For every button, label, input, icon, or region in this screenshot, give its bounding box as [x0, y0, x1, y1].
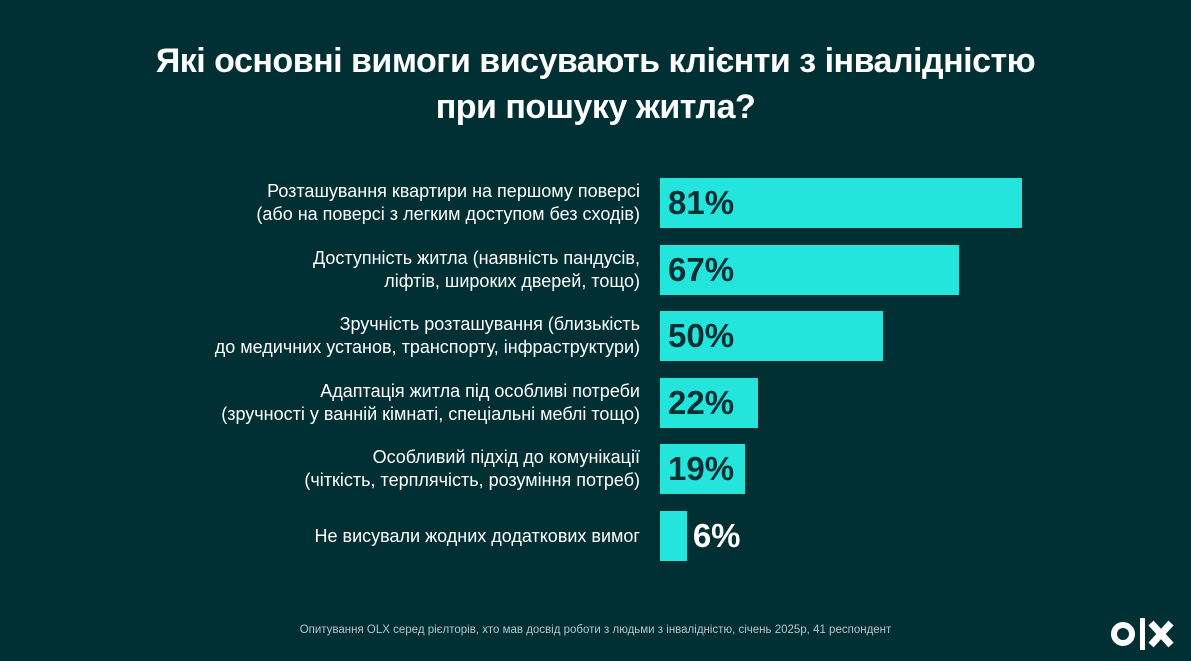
category-label: Особливий підхід до комунікації (чіткість…	[80, 446, 640, 492]
category-label: Зручність розташування (близькість до мед…	[80, 313, 640, 359]
title-line-1: Які основні вимоги висувають клієнти з і…	[155, 42, 1036, 80]
category-label: Адаптація житла під особливі потреби (зру…	[80, 380, 640, 426]
category-label-line: Зручність розташування (близькість	[339, 314, 640, 335]
category-label: Не висували жодних додаткових вимог	[80, 525, 640, 548]
footer-source-note: Опитування OLX серед рієлторів, хто мав …	[299, 624, 892, 636]
category-label-line: ліфтів, широких дверей, тощо)	[384, 270, 640, 291]
bar	[660, 178, 1022, 228]
category-label-line: Особливий підхід до комунікації	[372, 447, 640, 468]
bar	[660, 444, 745, 495]
data-label: 19%	[668, 450, 735, 488]
category-label-line: Доступність житла (наявність пандусів,	[313, 247, 640, 268]
category-label: Розташування квартири на першому поверсі…	[80, 180, 640, 226]
bar	[660, 377, 759, 428]
category-label-line: Не висували жодних додаткових вимог	[314, 525, 640, 546]
data-label: 81%	[668, 184, 735, 221]
title-line-2: при пошуку житла?	[435, 88, 756, 126]
data-label: 6%	[692, 517, 741, 554]
data-label: 22%	[668, 383, 735, 421]
category-label-line: (чіткість, терплячість, розуміння потреб…	[304, 470, 640, 491]
category-label-line: до медичних установ, транспорту, інфраст…	[214, 337, 640, 358]
olx-logo	[1111, 618, 1174, 650]
category-label-line: (або на поверсі з легким доступом без сх…	[256, 204, 640, 224]
data-label: 50%	[668, 317, 735, 355]
category-label-line: Розташування квартири на першому поверсі	[267, 181, 640, 201]
bar	[660, 311, 884, 362]
category-label-line: (зручності у ванній кімнаті, спеціальні …	[221, 403, 640, 424]
chart-title: Які основні вимоги висувають клієнти з і…	[40, 38, 1151, 130]
category-label: Доступність житла (наявність пандусів, лі…	[80, 247, 640, 293]
category-label-line: Адаптація житла під особливі потреби	[320, 380, 640, 401]
data-label: 67%	[668, 250, 735, 288]
bar	[660, 244, 960, 295]
bar	[660, 511, 687, 561]
